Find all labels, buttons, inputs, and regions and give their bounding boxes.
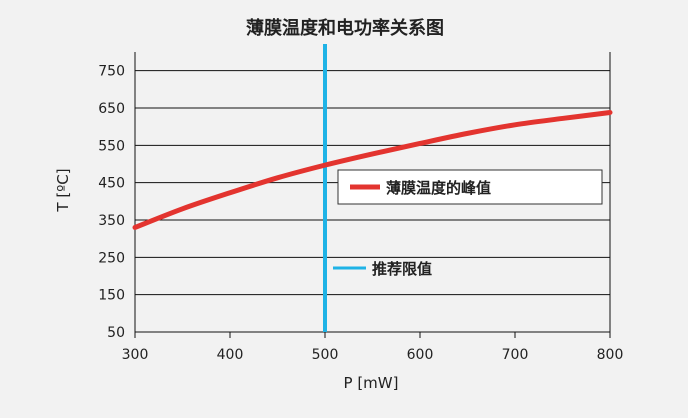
y-tick-label: 150 xyxy=(98,288,125,304)
y-tick-label: 450 xyxy=(98,176,125,192)
chart-title: 薄膜温度和电功率关系图 xyxy=(246,17,444,39)
x-tick-label: 600 xyxy=(407,347,434,363)
y-tick-label: 650 xyxy=(98,101,125,117)
legend-series-label: 薄膜温度的峰值 xyxy=(386,179,491,197)
y-tick-label: 750 xyxy=(98,64,125,80)
y-axis-label: T [ºC] xyxy=(54,168,72,212)
x-tick-label: 700 xyxy=(502,347,529,363)
x-tick-label: 300 xyxy=(122,347,149,363)
x-axis-label: P [mW] xyxy=(344,374,399,392)
x-tick-label: 500 xyxy=(312,347,339,363)
y-tick-label: 50 xyxy=(107,325,125,341)
x-tick-label: 800 xyxy=(597,347,624,363)
y-tick-label: 550 xyxy=(98,138,125,154)
x-tick-labels: 300 400 500 600 700 800 xyxy=(122,332,624,363)
y-tick-labels: 50 150 250 350 450 550 650 750 xyxy=(98,64,125,341)
reference-line-label: 推荐限值 xyxy=(372,260,432,278)
y-tick-label: 250 xyxy=(98,250,125,266)
x-tick-label: 400 xyxy=(217,347,244,363)
y-tick-label: 350 xyxy=(98,213,125,229)
